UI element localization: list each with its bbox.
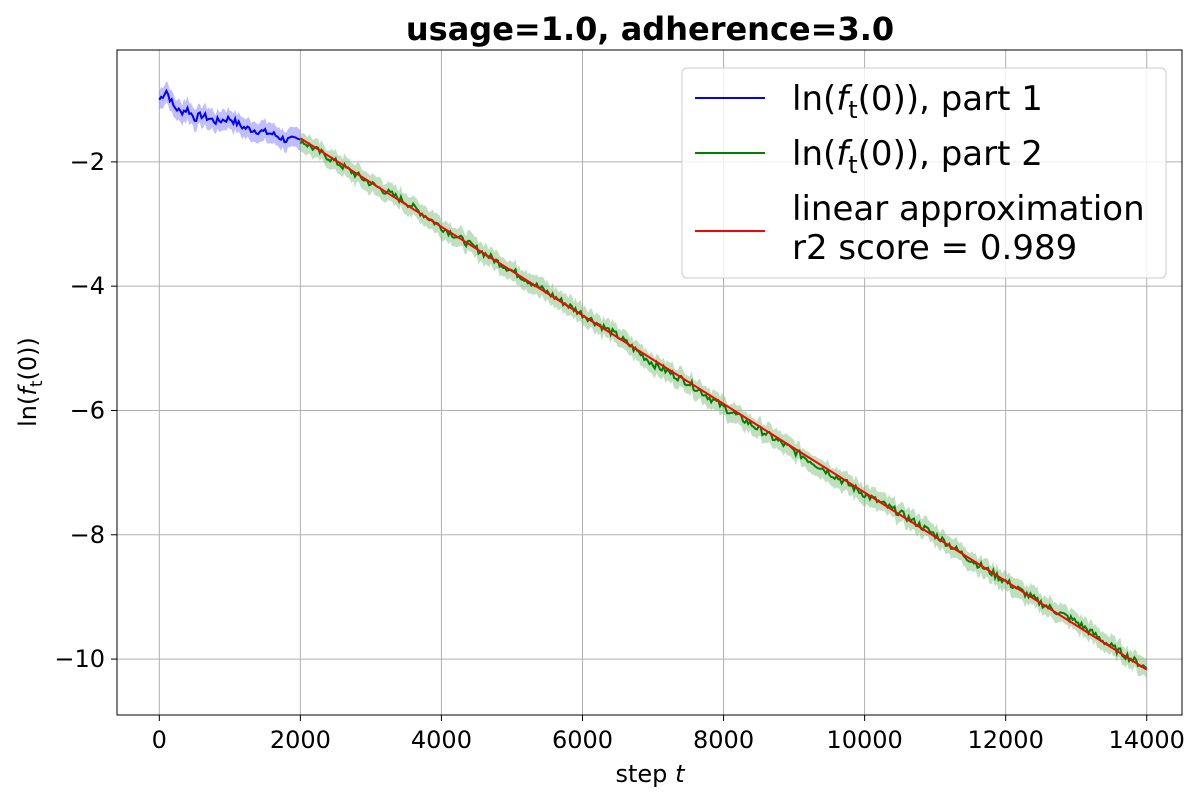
x-tick-label: 14000 [1109, 726, 1185, 754]
legend-label-linear-line1: linear approximation [792, 189, 1145, 229]
y-axis-ticks: −2 −4 −6 −8 −10 [54, 148, 117, 673]
series-lines [158, 88, 1148, 671]
legend-box [681, 67, 1167, 279]
legend: ln(ft(0)), part 1 ln(ft(0)), part 2 line… [681, 67, 1167, 279]
x-tick-label: 0 [152, 726, 167, 754]
legend-label-part-1: ln(ft(0)), part 1 [792, 79, 1043, 124]
y-axis-title: ln(ft(0)) [14, 337, 47, 427]
y-tick-label: −6 [70, 396, 105, 424]
x-tick-label: 4000 [411, 726, 472, 754]
x-tick-label: 10000 [826, 726, 902, 754]
y-tick-label: −10 [54, 645, 105, 673]
y-tick-label: −4 [70, 272, 105, 300]
x-tick-label: 12000 [967, 726, 1043, 754]
x-axis-ticks: 0 2000 4000 6000 8000 10000 12000 14000 [152, 715, 1185, 754]
series-line-linear-approximation [299, 137, 1148, 671]
chart-title: usage=1.0, adherence=3.0 [406, 10, 894, 48]
legend-label-part-2: ln(ft(0)), part 2 [792, 134, 1043, 179]
series-band-1 [159, 80, 301, 154]
plot-frame [116, 49, 1183, 716]
x-axis-title: step t [616, 760, 687, 788]
series-line-part-1 [158, 88, 301, 144]
x-tick-label: 2000 [270, 726, 331, 754]
x-tick-label: 8000 [693, 726, 754, 754]
y-tick-label: −2 [70, 148, 105, 176]
legend-label-linear-line2: r2 score = 0.989 [792, 228, 1077, 268]
y-tick-label: −8 [70, 521, 105, 549]
x-tick-label: 6000 [552, 726, 613, 754]
